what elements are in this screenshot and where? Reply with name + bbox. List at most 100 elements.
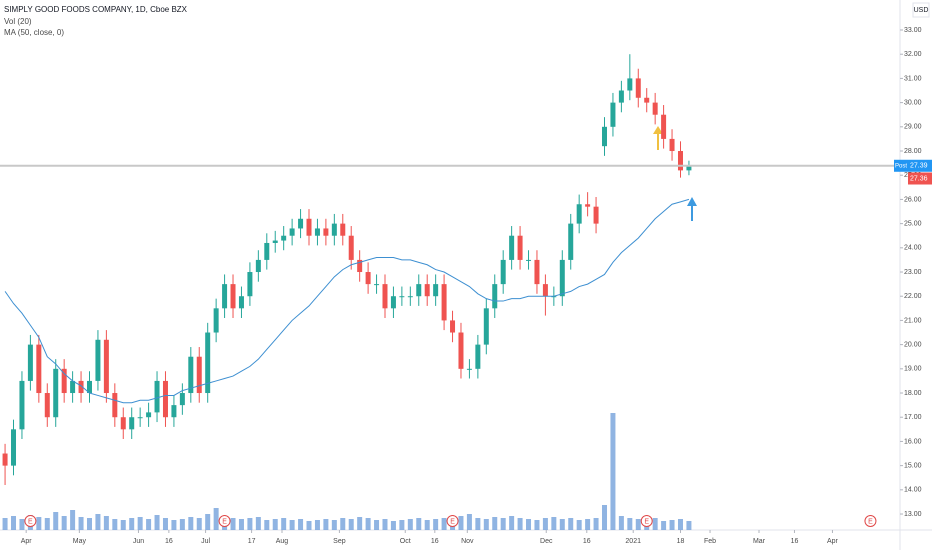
candle-body xyxy=(154,380,160,413)
candle-body xyxy=(593,206,599,224)
candle-body xyxy=(95,339,101,381)
volume-bar xyxy=(95,514,101,530)
candle-body xyxy=(534,259,540,285)
candle-body xyxy=(306,218,312,236)
x-tick-label: 2021 xyxy=(625,538,641,545)
x-tick-label: Dec xyxy=(540,538,553,545)
candle-body xyxy=(677,151,683,171)
volume-bar xyxy=(171,520,177,530)
x-tick-label: 16 xyxy=(165,538,173,545)
volume-bar xyxy=(86,518,92,530)
volume-bar xyxy=(61,516,67,530)
volume-bar xyxy=(323,519,329,530)
post-price-label: 27.39 xyxy=(910,163,928,170)
candle-body xyxy=(44,393,50,418)
volume-bar xyxy=(416,518,422,530)
candle-body xyxy=(340,223,346,236)
volume-bar xyxy=(357,517,363,530)
volume-bar xyxy=(289,520,295,530)
candle-body xyxy=(179,393,185,406)
x-tick-label: Feb xyxy=(704,538,716,545)
volume-bar xyxy=(669,520,675,530)
volume-bar xyxy=(534,520,540,530)
candle-body xyxy=(475,344,481,369)
volume-bar xyxy=(120,520,126,530)
candle-body xyxy=(517,235,523,260)
candle-body xyxy=(441,284,447,321)
candle-body xyxy=(644,97,650,103)
currency-box[interactable] xyxy=(912,2,930,18)
candle-body xyxy=(11,429,17,466)
x-tick-label: May xyxy=(73,538,87,545)
volume-bar xyxy=(78,517,84,530)
candle-body xyxy=(635,78,641,98)
volume-bar xyxy=(500,518,506,530)
x-tick-label: 16 xyxy=(431,538,439,545)
y-tick-label: 22.00 xyxy=(904,293,922,300)
volume-bar xyxy=(635,519,641,530)
candle-body xyxy=(272,240,278,243)
x-tick-label: Sep xyxy=(333,538,346,545)
candle-body xyxy=(652,102,658,115)
candle-body xyxy=(281,235,287,241)
candle-body xyxy=(466,368,472,370)
candle-body xyxy=(103,339,109,394)
volume-bar xyxy=(19,519,25,530)
volume-bar xyxy=(146,519,152,530)
volume-bar xyxy=(382,519,388,530)
y-tick-label: 32.00 xyxy=(904,51,922,58)
y-tick-label: 18.00 xyxy=(904,390,922,397)
x-tick-label: Oct xyxy=(400,538,411,545)
volume-bar xyxy=(542,518,548,530)
candle-body xyxy=(576,204,582,224)
candle-body xyxy=(230,284,236,309)
y-tick-label: 24.00 xyxy=(904,245,922,252)
candle-body xyxy=(618,90,624,103)
volume-bar xyxy=(483,519,489,530)
volume-bar xyxy=(509,516,515,530)
volume-bar xyxy=(188,517,194,530)
earnings-label: E xyxy=(644,518,649,525)
candle-body xyxy=(686,165,692,171)
candle-body xyxy=(585,204,591,207)
volume-bar xyxy=(433,519,439,530)
volume-bar xyxy=(247,518,253,530)
volume-bar xyxy=(230,518,236,530)
candle-body xyxy=(78,380,84,394)
volume-bar xyxy=(686,521,692,530)
x-tick-label: 17 xyxy=(248,538,256,545)
chart-title: SIMPLY GOOD FOODS COMPANY, 1D, Cboe BZX xyxy=(4,5,188,14)
candle-body xyxy=(238,296,244,309)
volume-bar xyxy=(576,520,582,530)
candle-body xyxy=(112,393,118,418)
earnings-marker xyxy=(640,515,653,527)
volume-bar xyxy=(593,518,599,530)
volume-bar xyxy=(517,518,523,530)
post-label: Post xyxy=(895,163,907,169)
candle-body xyxy=(120,417,126,430)
candle-body xyxy=(146,412,152,418)
volume-bar xyxy=(314,520,320,530)
candle-body xyxy=(129,417,135,430)
x-tick-label: 18 xyxy=(677,538,685,545)
candle-body xyxy=(526,259,532,261)
volume-bar xyxy=(255,517,261,530)
candle-body xyxy=(357,259,363,273)
volume-bar xyxy=(618,516,624,530)
candle-body xyxy=(374,284,380,286)
volume-bar xyxy=(585,519,591,530)
candle-body xyxy=(483,308,489,345)
volume-bar xyxy=(475,518,481,530)
candle-body xyxy=(162,380,168,418)
y-tick-label: 25.00 xyxy=(904,220,922,227)
volume-bar xyxy=(205,514,211,530)
candle-body xyxy=(213,308,219,333)
y-tick-label: 19.00 xyxy=(904,366,922,373)
x-tick-label: 16 xyxy=(791,538,799,545)
candle-body xyxy=(399,296,405,298)
volume-bar xyxy=(365,518,371,530)
last-price-label: 27.36 xyxy=(910,175,928,182)
candle-body xyxy=(542,284,548,297)
